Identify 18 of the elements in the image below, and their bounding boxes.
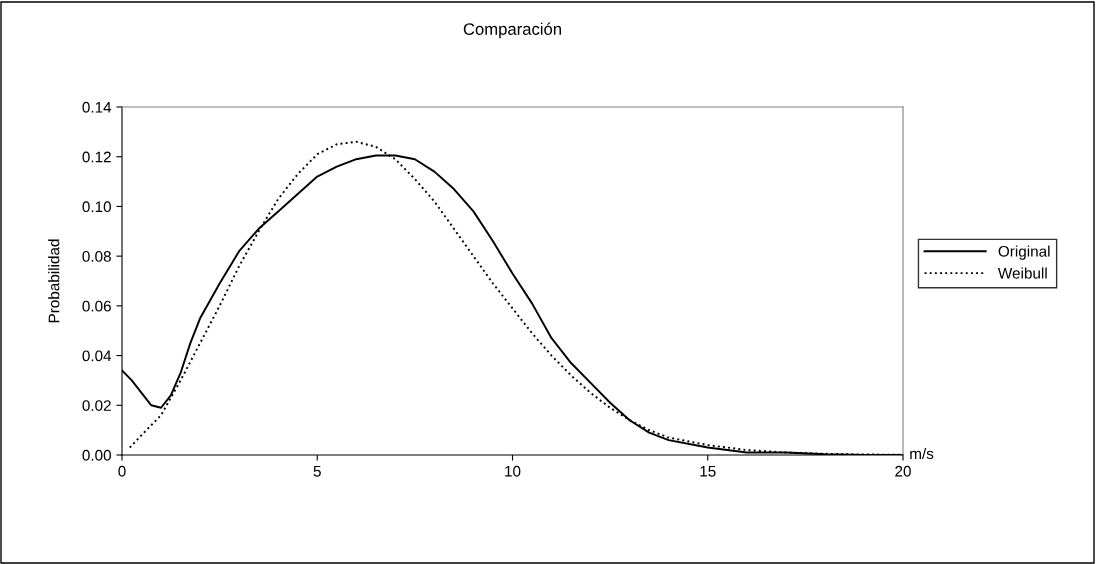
y-tick-label: 0.10 [82,201,111,213]
x-tick-label: 10 [505,465,521,477]
y-tick-label: 0.06 [82,300,111,312]
y-tick-label: 0.14 [82,101,112,113]
y-tick-label: 0.02 [82,400,111,411]
y-tick-label: 0.04 [82,350,112,362]
x-tick-label: 15 [700,465,716,477]
chart-title: Comparación [463,22,561,39]
x-axis-title: m/s [910,447,934,460]
y-tick-label: 0.00 [82,449,111,461]
x-tick-label: 20 [895,465,911,477]
y-tick-label: 0.08 [82,251,111,262]
x-tick-label: 5 [313,465,321,477]
y-axis-title: Probabilidad [48,239,60,323]
legend-label: Original [998,245,1050,260]
legend-label: Weibull [997,267,1047,279]
x-tick-label: 0 [118,465,126,477]
y-tick-label: 0.12 [82,151,111,163]
